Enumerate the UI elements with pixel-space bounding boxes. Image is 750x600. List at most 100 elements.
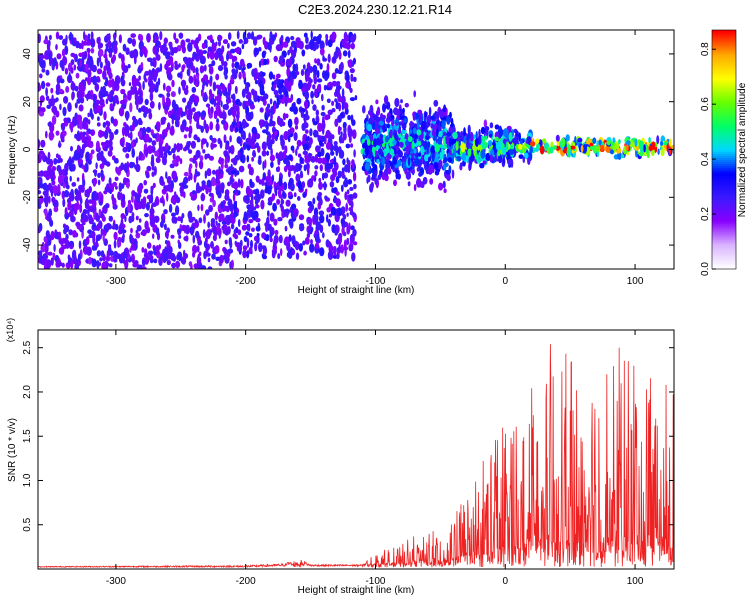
spectrogram-region-2 [360, 90, 456, 194]
colorbar-step [712, 213, 736, 216]
colorbar-step [712, 165, 736, 169]
colorbar-step [712, 51, 736, 55]
colorbar-label: Normalized spectral amplitude [737, 82, 748, 217]
colorbar-step [712, 167, 736, 171]
colorbar-tick-label: 0.2 [700, 207, 711, 221]
colorbar-step [712, 181, 736, 184]
bottom-x-tick-label: -200 [236, 576, 256, 587]
colorbar-step [712, 197, 736, 200]
colorbar-step [712, 183, 736, 186]
colorbar-step [712, 185, 736, 188]
top-y-tick-label: 0 [22, 146, 33, 152]
colorbar-step [712, 133, 736, 137]
snr-series-line [38, 344, 674, 569]
colorbar-step [712, 159, 736, 163]
colorbar-step [712, 109, 736, 113]
colorbar-step [712, 71, 736, 75]
colorbar-step [712, 221, 736, 224]
colorbar-step [712, 143, 736, 147]
colorbar-step [712, 209, 736, 212]
colorbar-step [712, 39, 736, 43]
colorbar-step [712, 67, 736, 71]
colorbar-step [712, 229, 736, 232]
colorbar-step [712, 101, 736, 105]
colorbar-step [712, 129, 736, 133]
colorbar-step [712, 201, 736, 204]
colorbar-step [712, 147, 736, 151]
colorbar-step [712, 237, 736, 240]
colorbar-tick-label: 0.6 [700, 97, 711, 111]
colorbar-step [712, 217, 736, 220]
colorbar-step [712, 177, 736, 180]
bottom-y-tick-label: 2.5 [22, 340, 33, 354]
top-y-tick-label: -20 [22, 190, 33, 205]
bottom-x-tick-label: 100 [627, 576, 644, 587]
spectrogram-region-4 [529, 134, 674, 160]
colorbar-step [712, 93, 736, 97]
colorbar-step [712, 241, 736, 244]
colorbar-step [712, 225, 736, 228]
colorbar-step [712, 195, 736, 198]
colorbar-step [712, 249, 736, 252]
bottom-y-tick-label: 1.0 [22, 473, 33, 487]
colorbar-step [712, 215, 736, 218]
colorbar-step [712, 47, 736, 51]
colorbar-step [712, 115, 736, 119]
colorbar-frame [711, 29, 737, 270]
colorbar-step [712, 127, 736, 131]
colorbar-step [712, 59, 736, 63]
bottom-x-tick-label: -100 [365, 576, 385, 587]
snr-chart: -300 -200 -100 0 100 0.5 1.0 1.5 2.0 2.5 Height o… [5, 318, 675, 596]
colorbar-step [712, 85, 736, 89]
colorbar-step [712, 145, 736, 149]
colorbar-step [712, 139, 736, 143]
colorbar-step [712, 157, 736, 161]
colorbar-step [712, 83, 736, 87]
colorbar-step [712, 45, 736, 49]
colorbar-step [712, 179, 736, 182]
colorbar-step [712, 103, 736, 107]
colorbar-step [712, 267, 736, 270]
colorbar-step [712, 227, 736, 230]
colorbar-step [712, 239, 736, 242]
top-y-tick-label: -40 [22, 237, 33, 252]
colorbar-step [712, 155, 736, 159]
top-y-tick-label: 20 [22, 96, 33, 108]
colorbar-step [712, 87, 736, 91]
spectrogram-region-1 [229, 30, 358, 262]
top-x-axis-label: Height of straight line (km) [298, 285, 415, 296]
colorbar-step [712, 163, 736, 167]
colorbar-step [712, 151, 736, 155]
colorbar-step [712, 69, 736, 73]
colorbar-step [712, 65, 736, 69]
colorbar-step [712, 30, 736, 33]
colorbar-step [712, 247, 736, 250]
colorbar-step [712, 141, 736, 145]
colorbar-step [712, 255, 736, 258]
bottom-plot-frame [37, 329, 675, 570]
colorbar-step [712, 265, 736, 268]
colorbar-step [712, 79, 736, 83]
colorbar-step [712, 191, 736, 194]
colorbar-step [712, 253, 736, 256]
top-y-axis-label: Frequency (Hz) [7, 116, 18, 185]
colorbar-step [712, 95, 736, 99]
colorbar-step [712, 149, 736, 153]
colorbar-step [712, 75, 736, 79]
bottom-y-tick-label: 1.5 [22, 429, 33, 443]
colorbar-step [712, 189, 736, 192]
colorbar-step [712, 263, 736, 266]
colorbar-step [712, 43, 736, 47]
colorbar-step [712, 193, 736, 196]
colorbar-step [712, 171, 736, 174]
colorbar-step [712, 125, 736, 129]
bottom-x-tick-label: -300 [106, 576, 126, 587]
colorbar-step [712, 123, 736, 127]
colorbar-step [712, 199, 736, 202]
colorbar-step [712, 37, 736, 41]
colorbar-step [712, 173, 736, 176]
top-x-tick-label: 0 [502, 276, 508, 287]
colorbar-step [712, 259, 736, 262]
colorbar-step [712, 257, 736, 260]
colorbar-step [712, 99, 736, 103]
